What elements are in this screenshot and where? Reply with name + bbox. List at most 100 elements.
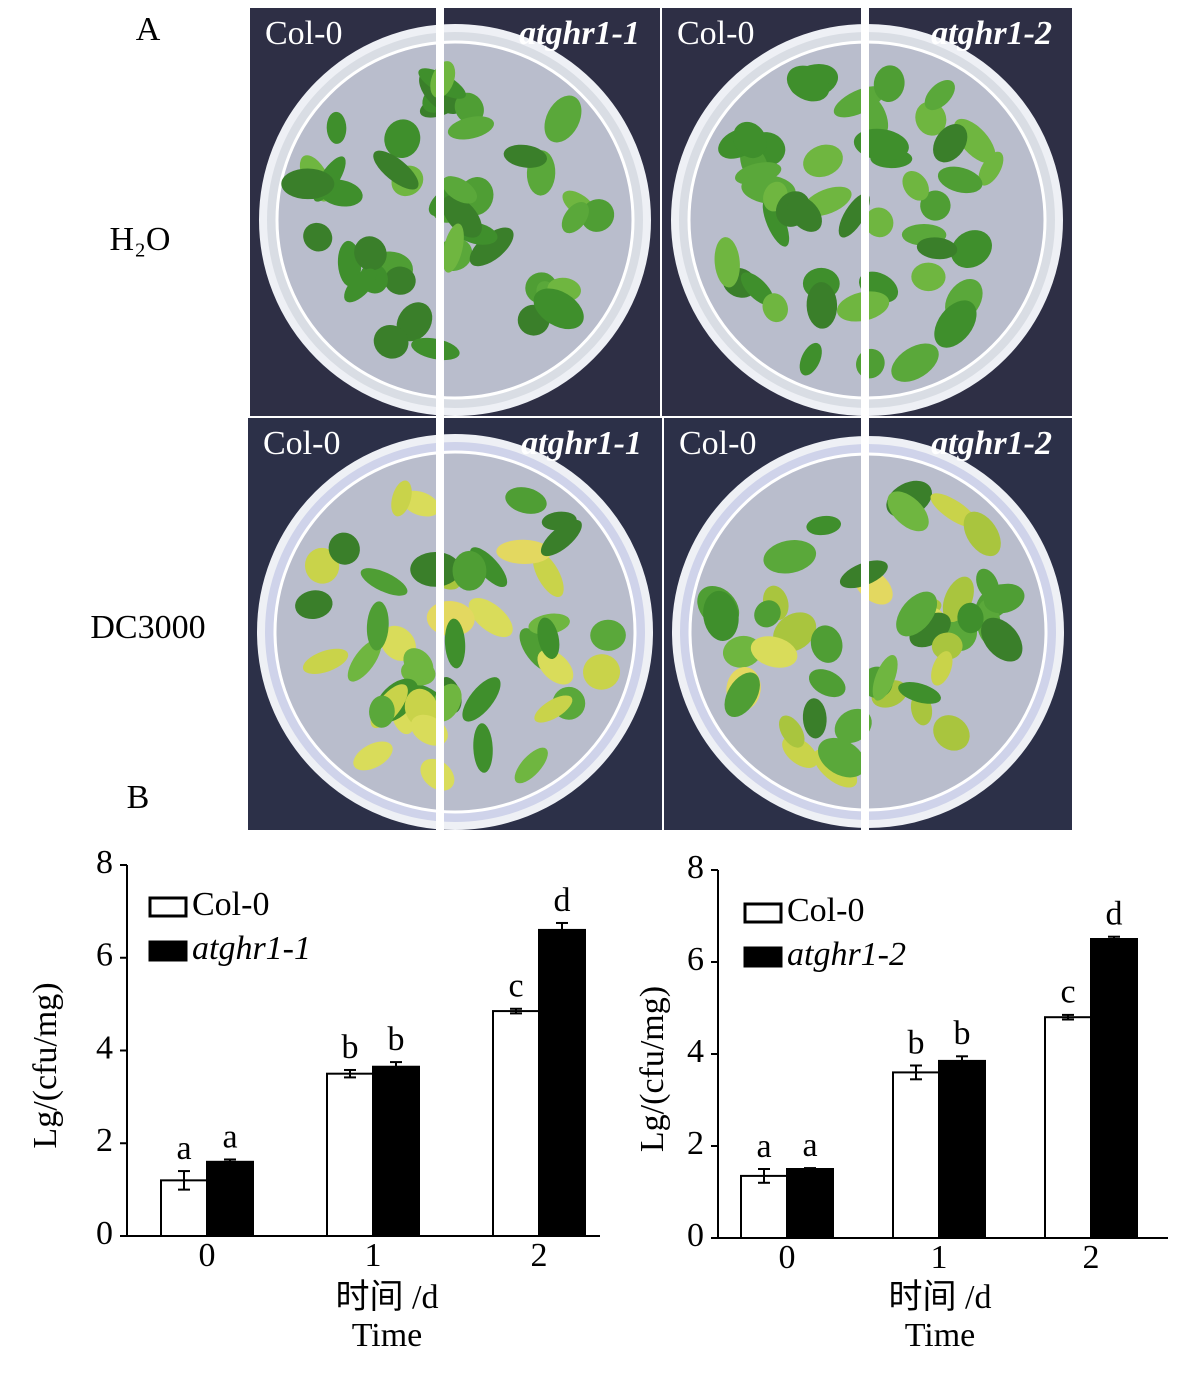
leaf [344, 268, 377, 303]
bar [492, 1010, 540, 1237]
leaf [496, 539, 552, 564]
legend-label: atghr1-1 [192, 930, 311, 967]
y-tick-label: 4 [96, 1029, 113, 1066]
panel-label: A [136, 11, 161, 48]
leaf [915, 101, 947, 136]
leaf [444, 618, 466, 669]
leaf [762, 293, 788, 323]
leaf [326, 111, 347, 144]
plate-photo [248, 418, 662, 830]
x-tick-label: 1 [365, 1237, 382, 1274]
leaf [817, 737, 866, 778]
leaf [732, 121, 767, 159]
leaf [469, 227, 514, 267]
x-tick-label: 0 [779, 1239, 796, 1276]
plate-label: Col-0 [265, 15, 342, 52]
leaf [366, 601, 389, 651]
y-tick-label: 4 [687, 1033, 704, 1070]
plate-label: atghr1-2 [931, 15, 1052, 52]
leaf [373, 324, 409, 359]
leaf [360, 568, 408, 596]
legend-label: atghr1-2 [787, 936, 906, 973]
significance-letter: a [176, 1130, 191, 1167]
leaf [590, 619, 626, 651]
leaf [750, 636, 798, 668]
leaf [384, 266, 416, 295]
significance-letter: a [756, 1128, 771, 1165]
leaf [452, 550, 487, 591]
leaf [891, 343, 939, 382]
bar [938, 1059, 986, 1240]
significance-letter: a [802, 1127, 817, 1164]
leaf [544, 95, 582, 143]
leaf [898, 682, 941, 704]
plate-photo [250, 8, 660, 416]
plate-photo [664, 418, 1072, 830]
bar [786, 1168, 834, 1239]
significance-letter: c [508, 968, 523, 1005]
x-tick-label: 2 [531, 1237, 548, 1274]
row-label: H₂O [110, 221, 171, 258]
bar [1044, 1016, 1092, 1240]
leaf [505, 487, 547, 514]
plate-label: Col-0 [263, 425, 340, 462]
y-tick-label: 6 [687, 941, 704, 978]
leaf [396, 302, 433, 342]
leaf [373, 150, 419, 190]
leaf [872, 654, 898, 701]
leaf [281, 168, 335, 200]
leaf [462, 677, 501, 722]
legend-swatch [743, 902, 783, 924]
y-tick-label: 6 [96, 937, 113, 974]
leaf [763, 540, 817, 574]
leaf [934, 300, 977, 348]
leaf [950, 230, 992, 268]
leaf [583, 654, 621, 690]
leaf [803, 144, 843, 178]
significance-letter: d [554, 882, 571, 919]
plate-label: atghr1-1 [521, 425, 642, 462]
leaf [503, 144, 547, 168]
legend-label: Col-0 [192, 886, 269, 923]
leaf [981, 617, 1023, 662]
leaf [787, 196, 822, 232]
x-axis-label: Time [352, 1317, 423, 1354]
leaf [369, 695, 395, 728]
leaf [514, 747, 548, 784]
leaf [786, 65, 830, 102]
row-label: DC3000 [90, 609, 205, 646]
plate-label: atghr1-1 [519, 15, 640, 52]
y-tick-label: 2 [96, 1122, 113, 1159]
bar [1090, 938, 1138, 1239]
leaf [957, 602, 984, 634]
leaf [302, 648, 349, 674]
leaf [911, 262, 946, 292]
leaf [963, 511, 1001, 557]
leaf [978, 151, 1004, 186]
y-axis-label: Lg/(cfu/mg) [634, 986, 671, 1152]
leaf [810, 625, 843, 663]
y-tick-label: 8 [96, 844, 113, 881]
y-tick-label: 8 [687, 849, 704, 886]
leaf [442, 223, 464, 273]
significance-letter: b [908, 1024, 925, 1061]
legend-swatch [148, 940, 188, 962]
leaf [540, 519, 582, 557]
leaf [532, 551, 564, 598]
leaf [328, 532, 360, 565]
leaf [754, 600, 781, 628]
bar [206, 1160, 254, 1238]
leaf [799, 342, 822, 376]
leaf [303, 222, 333, 252]
leaf [410, 551, 461, 587]
significance-letter: c [1060, 974, 1075, 1011]
leaf [806, 515, 842, 536]
leaf [983, 583, 1025, 614]
x-tick-label: 0 [199, 1237, 216, 1274]
divider [861, 8, 869, 830]
leaf [887, 491, 929, 532]
leaf [561, 202, 589, 234]
leaf [391, 480, 412, 517]
leaf [353, 741, 393, 771]
